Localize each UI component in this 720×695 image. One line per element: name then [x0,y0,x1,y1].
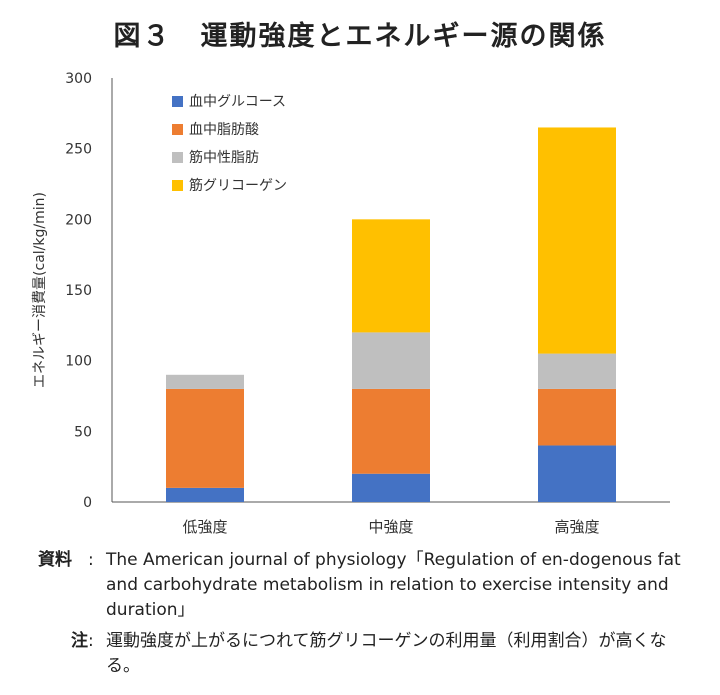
bar-segment [166,374,244,389]
legend-swatch [172,124,183,135]
remark-note: 注 : 運動強度が上がるにつれて筋グリコーゲンの利用量（利用割合）が高くなる。 [38,629,698,679]
note-label: 注 [71,631,88,651]
bar-segment [538,127,616,354]
bar-segment [538,445,616,502]
y-tick-label: 100 [65,354,92,370]
bar-segment [166,388,244,488]
y-tick-label: 250 [65,142,92,158]
bar-segment [352,219,430,333]
bars-group [166,127,616,502]
y-tick-label: 300 [65,71,92,87]
source-note: 資料 : The American journal of physiology「… [38,548,698,623]
bar-segment [352,473,430,502]
source-label: 資料 [38,550,72,570]
y-ticks-group: 0 50 100 150 200 250 300 [65,71,92,511]
legend-label: 血中脂肪酸 [189,122,259,138]
legend-label: 筋中性脂肪 [189,149,259,166]
legend-swatch [172,152,183,163]
source-text: The American journal of physiology「Regul… [106,550,681,620]
bar-segment [538,353,616,389]
y-axis-label: エネルギー消費量(cal/kg/min) [32,192,48,388]
notes: 資料 : The American journal of physiology「… [38,548,698,679]
y-tick-label: 50 [74,424,92,440]
legend-swatch [172,96,183,107]
stacked-bar-chart: 0 50 100 150 200 250 300 低強度 中強度 高強度 血中グルコース血中脂肪… [32,71,670,536]
legend-label: 筋グリコーゲン [189,177,287,194]
x-tick-label: 高強度 [554,518,599,536]
bar-segment [352,332,430,389]
x-labels-group: 低強度 中強度 高強度 [182,518,599,536]
chart-title: 図３ 運動強度とエネルギー源の関係 [113,21,607,52]
note-text: 運動強度が上がるにつれて筋グリコーゲンの利用量（利用割合）が高くなる。 [106,631,667,676]
bar-segment [538,388,616,446]
y-tick-label: 0 [83,495,92,511]
y-tick-label: 200 [65,212,92,228]
legend-label: 血中グルコース [189,94,286,110]
x-tick-label: 中強度 [368,518,413,536]
source-colon: : [88,550,94,570]
legend-swatch [172,180,183,191]
x-tick-label: 低強度 [182,518,227,536]
bar-segment [166,487,244,502]
bar-segment [352,388,430,474]
note-colon: : [88,631,94,651]
y-tick-label: 150 [65,283,92,299]
